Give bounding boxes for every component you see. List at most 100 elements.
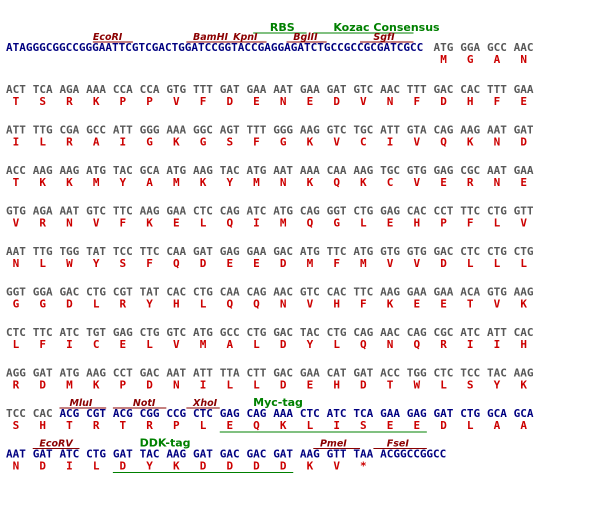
amino-acid: A [93, 136, 100, 149]
amino-acid: R [120, 298, 127, 311]
amino-acid: M [307, 257, 314, 270]
amino-acid: M [253, 176, 260, 189]
amino-acid: Y [120, 176, 127, 189]
feature-label: Myc-tag [253, 396, 303, 409]
amino-acid: E [253, 95, 260, 108]
amino-acid: G [200, 136, 207, 149]
amino-acid: D [440, 257, 447, 270]
codon: TTT [246, 124, 266, 137]
header-sequence: ATAGGGCGGCCGGGAATTCGTCGACTGGATCCGGTACCGA… [6, 41, 423, 54]
codon: TAT [86, 245, 106, 258]
codon: ATC [327, 407, 347, 420]
amino-acid: Q [253, 419, 260, 432]
start-amino-acid: N [520, 53, 527, 66]
codon: CTC [193, 407, 213, 420]
codon: TAT [140, 286, 160, 299]
codon: GTC [86, 205, 106, 218]
amino-acid: D [200, 257, 207, 270]
codon: ACA [460, 286, 480, 299]
codon: CTG [487, 245, 507, 258]
amino-acid: P [146, 95, 153, 108]
amino-acid: K [520, 379, 527, 392]
restriction-site-label: BamHI [193, 32, 229, 43]
amino-acid: D [200, 460, 207, 473]
codon: CAC [407, 205, 427, 218]
amino-acid: Q [307, 217, 314, 230]
codon: GAC [273, 367, 293, 380]
codon: TAC [140, 448, 160, 461]
codon: AGA [59, 83, 79, 96]
restriction-site-label: SgfI [373, 32, 395, 43]
amino-acid: I [200, 379, 207, 392]
codon: GAT [220, 83, 240, 96]
amino-acid: G [280, 136, 287, 149]
codon: AAT [487, 124, 507, 137]
codon: TCC [113, 245, 133, 258]
codon: TTC [327, 245, 347, 258]
codon: CCT [434, 205, 454, 218]
amino-acid: V [494, 298, 501, 311]
codon: TGT [86, 326, 106, 339]
codon: GAG [380, 205, 400, 218]
codon: TTC [460, 205, 480, 218]
codon: CTC [434, 367, 454, 380]
amino-acid: V [413, 136, 420, 149]
codon: CTG [86, 286, 106, 299]
codon: ACC [6, 164, 26, 177]
amino-acid: N [494, 136, 501, 149]
amino-acid: L [333, 338, 340, 351]
codon: TCC [460, 367, 480, 380]
amino-acid: Y [494, 379, 501, 392]
codon: ATT [380, 124, 400, 137]
amino-acid: E [387, 419, 394, 432]
amino-acid: N [494, 176, 501, 189]
amino-acid: I [66, 460, 73, 473]
amino-acid: W [413, 379, 420, 392]
amino-acid: T [13, 95, 20, 108]
codon: GGT [6, 286, 26, 299]
amino-acid: D [226, 460, 233, 473]
amino-acid: I [467, 338, 474, 351]
amino-acid: D [280, 379, 287, 392]
amino-acid: Y [307, 338, 314, 351]
codon: GAT [33, 448, 53, 461]
codon: CTC [193, 205, 213, 218]
amino-acid: K [93, 95, 100, 108]
amino-acid: L [467, 257, 474, 270]
codon: TTT [407, 83, 427, 96]
amino-acid: A [494, 419, 501, 432]
amino-acid: F [39, 338, 46, 351]
amino-acid: S [226, 136, 233, 149]
amino-acid: I [253, 217, 260, 230]
codon: GTT [514, 205, 534, 218]
codon: CTT [246, 367, 266, 380]
codon: AAA [166, 124, 186, 137]
codon: TCA [353, 407, 373, 420]
codon: GGA [33, 286, 53, 299]
amino-acid: T [120, 419, 127, 432]
amino-acid: K [93, 379, 100, 392]
amino-acid: D [226, 95, 233, 108]
restriction-site-label: EcoRI [93, 32, 123, 43]
amino-acid: A [520, 419, 527, 432]
amino-acid: T [66, 419, 73, 432]
codon: TGC [380, 164, 400, 177]
amino-acid: Q [440, 136, 447, 149]
amino-acid: C [360, 136, 367, 149]
amino-acid: N [280, 298, 287, 311]
amino-acid: C [387, 176, 394, 189]
amino-acid: M [93, 176, 100, 189]
codon: CTG [460, 407, 480, 420]
codon: AAA [273, 407, 293, 420]
codon: CCT [113, 367, 133, 380]
codon: GAT [33, 367, 53, 380]
feature-label: RBS [270, 21, 295, 34]
amino-acid: N [387, 95, 394, 108]
amino-acid: Y [226, 176, 233, 189]
amino-acid: R [93, 419, 100, 432]
codon: GAT [434, 407, 454, 420]
restriction-site-label: PmeI [320, 439, 347, 450]
amino-acid: F [467, 217, 474, 230]
amino-acid: V [173, 95, 180, 108]
restriction-site-label: MluI [69, 398, 92, 409]
